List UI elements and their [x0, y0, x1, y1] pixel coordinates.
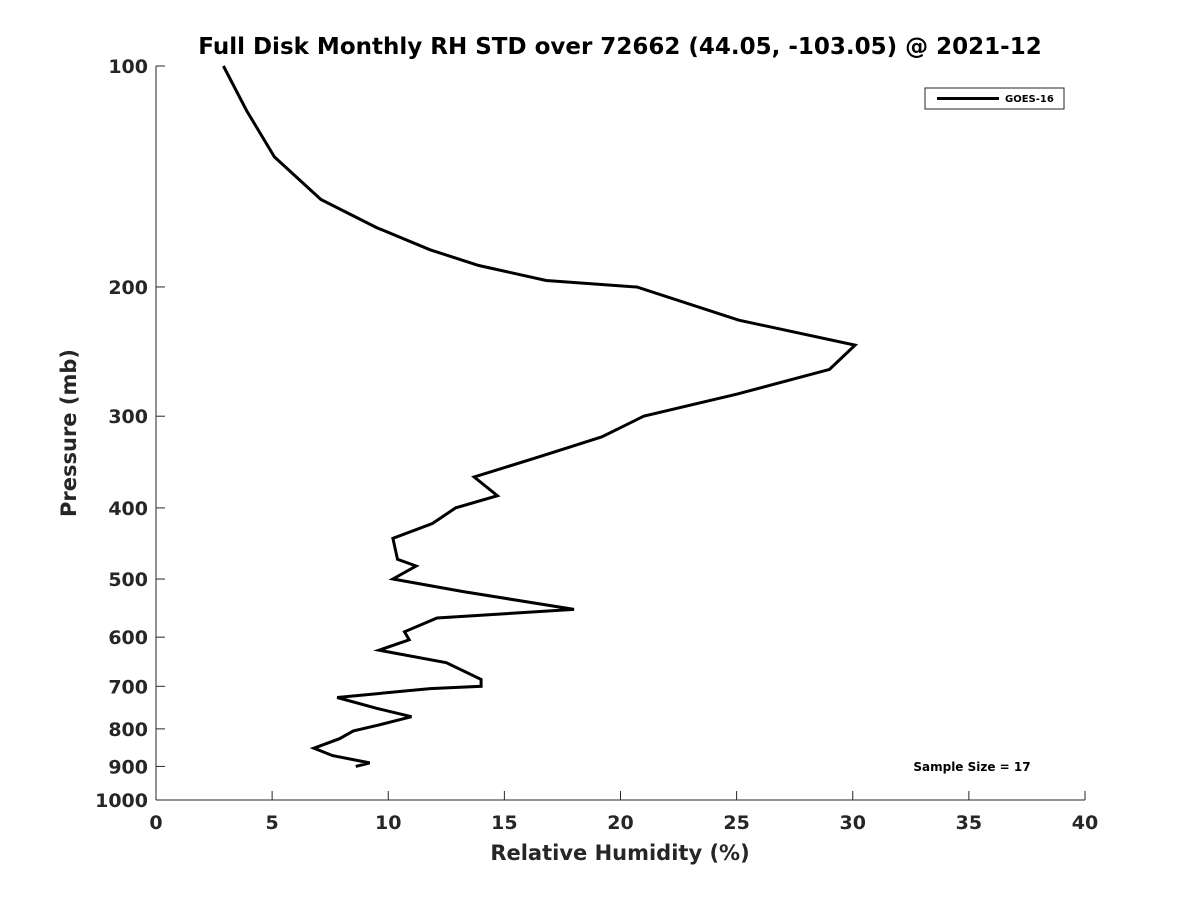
y-tick-label: 800	[108, 719, 148, 741]
sample-size-annotation: Sample Size = 17	[913, 760, 1030, 774]
y-tick-label: 100	[108, 56, 148, 78]
y-tick-label: 400	[108, 498, 148, 520]
y-axis-ticks: 100 200 300 400 500 600 700 800 900 1000	[95, 56, 165, 812]
series-line-goes-16	[222, 65, 859, 768]
y-tick-label: 300	[108, 406, 148, 428]
x-tick-label: 15	[491, 812, 517, 834]
y-tick-label: 900	[108, 756, 148, 778]
series-group	[222, 65, 859, 768]
x-tick-label: 25	[723, 812, 749, 834]
x-tick-label: 35	[956, 812, 982, 834]
y-axis-label: Pressure (mb)	[57, 349, 81, 517]
x-tick-label: 0	[149, 812, 162, 834]
x-tick-label: 20	[607, 812, 633, 834]
x-axis-label: Relative Humidity (%)	[490, 841, 749, 865]
x-axis-ticks: 0 5 10 15 20 25 30 35 40	[149, 791, 1098, 834]
x-tick-label: 5	[266, 812, 279, 834]
y-tick-label: 700	[108, 676, 148, 698]
x-tick-label: 40	[1072, 812, 1098, 834]
y-tick-label: 1000	[95, 790, 148, 812]
legend: GOES-16	[924, 87, 1065, 110]
y-tick-label: 500	[108, 569, 148, 591]
chart-title: Full Disk Monthly RH STD over 72662 (44.…	[198, 34, 1042, 60]
x-tick-label: 30	[840, 812, 866, 834]
y-tick-label: 600	[108, 627, 148, 649]
y-tick-label: 200	[108, 277, 148, 299]
x-tick-label: 10	[375, 812, 401, 834]
legend-entry-goes-16: GOES-16	[1005, 94, 1054, 105]
